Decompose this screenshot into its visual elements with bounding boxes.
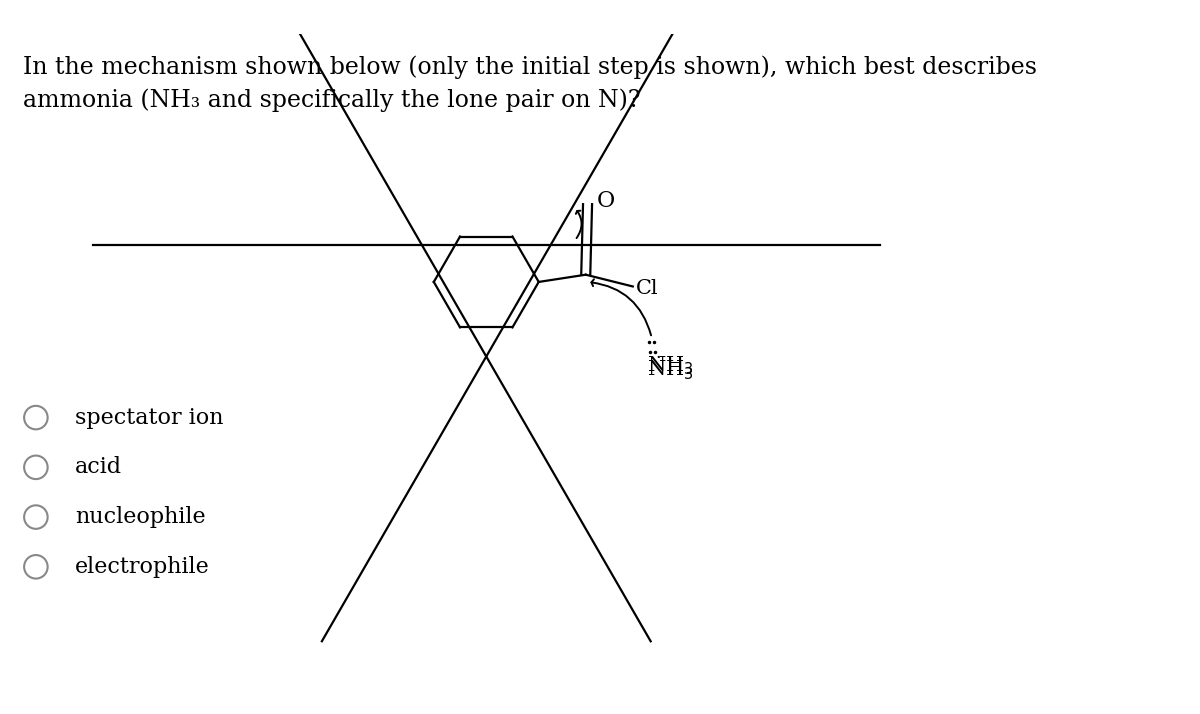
- Text: NH$_3$: NH$_3$: [647, 354, 694, 377]
- Text: O: O: [596, 189, 614, 211]
- Text: ammonia (NH₃ and specifically the lone pair on N)?: ammonia (NH₃ and specifically the lone p…: [23, 89, 641, 112]
- Text: electrophile: electrophile: [74, 555, 210, 578]
- Text: acid: acid: [74, 456, 122, 478]
- Text: In the mechanism shown below (only the initial step is shown), which best descri: In the mechanism shown below (only the i…: [23, 56, 1037, 79]
- Text: spectator ion: spectator ion: [74, 406, 223, 428]
- Text: $\mathregular{\dot{N}}$H$_3$: $\mathregular{\dot{N}}$H$_3$: [647, 354, 694, 382]
- Text: nucleophile: nucleophile: [74, 506, 205, 528]
- Text: Cl: Cl: [636, 278, 658, 298]
